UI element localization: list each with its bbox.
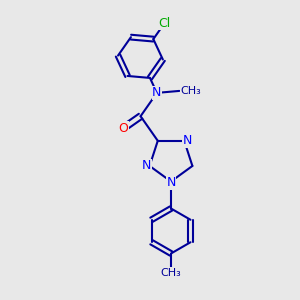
- Text: CH₃: CH₃: [160, 268, 182, 278]
- Text: N: N: [152, 86, 162, 99]
- Text: O: O: [118, 122, 128, 135]
- Text: CH₃: CH₃: [181, 86, 202, 96]
- Text: Cl: Cl: [158, 16, 171, 30]
- Text: N: N: [182, 134, 192, 147]
- Text: N: N: [142, 160, 151, 172]
- Text: N: N: [166, 176, 176, 190]
